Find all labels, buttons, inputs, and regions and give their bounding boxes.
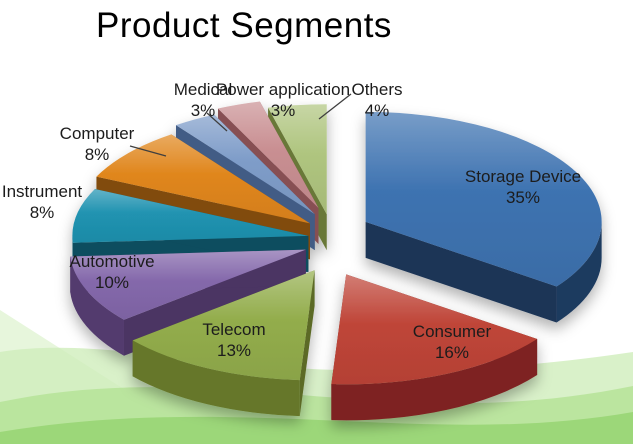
- slice-label-value: 35%: [505, 188, 541, 207]
- slice-label-storage-device: Storage Device 35%: [465, 166, 581, 208]
- slice-label-text: Power application: [215, 80, 351, 99]
- slice-label-computer: Computer 8%: [60, 123, 135, 165]
- slice-label-value: 8%: [84, 145, 110, 164]
- slice-label-text: Instrument: [1, 182, 83, 201]
- slice-label-consumer: Consumer 16%: [413, 321, 491, 363]
- pie-slice-telecom: [132, 270, 315, 417]
- slice-label-text: Telecom: [202, 320, 266, 339]
- slice-label-value: 8%: [29, 203, 55, 222]
- slice-label-value: 4%: [364, 101, 390, 120]
- slice-label-medical: Medical 3%: [174, 79, 233, 121]
- slice-label-telecom: Telecom 13%: [202, 319, 265, 361]
- slice-label-text: Computer: [59, 124, 135, 143]
- leader-line-computer: [129, 145, 167, 157]
- slice-label-text: Medical: [173, 80, 233, 99]
- background-swoosh-3: [0, 412, 633, 444]
- slice-label-value: 3%: [270, 101, 296, 120]
- pie-slice-consumer: [331, 274, 538, 421]
- leader-line-others: [318, 93, 352, 120]
- slice-label-instrument: Instrument 8%: [2, 181, 82, 223]
- pie-slice-storage-device: [365, 111, 602, 323]
- slice-label-text: Storage Device: [464, 167, 582, 186]
- slice-label-text: Others: [351, 80, 403, 99]
- chart-title: Product Segments: [96, 6, 392, 45]
- pie-slices: [70, 101, 602, 421]
- leader-lines: [129, 93, 352, 157]
- slice-label-value: 13%: [216, 341, 252, 360]
- slice-label-others: Others 4%: [351, 79, 402, 121]
- slice-label-text: Automotive: [69, 252, 155, 271]
- slice-label-automotive: Automotive 10%: [69, 251, 154, 293]
- slice-label-power-application: Power application 3%: [216, 79, 350, 121]
- slice-label-text: Consumer: [412, 322, 492, 341]
- leader-line-medical: [206, 112, 228, 132]
- slice-label-value: 10%: [94, 273, 130, 292]
- slice-label-value: 16%: [434, 343, 470, 362]
- slice-label-value: 3%: [190, 101, 216, 120]
